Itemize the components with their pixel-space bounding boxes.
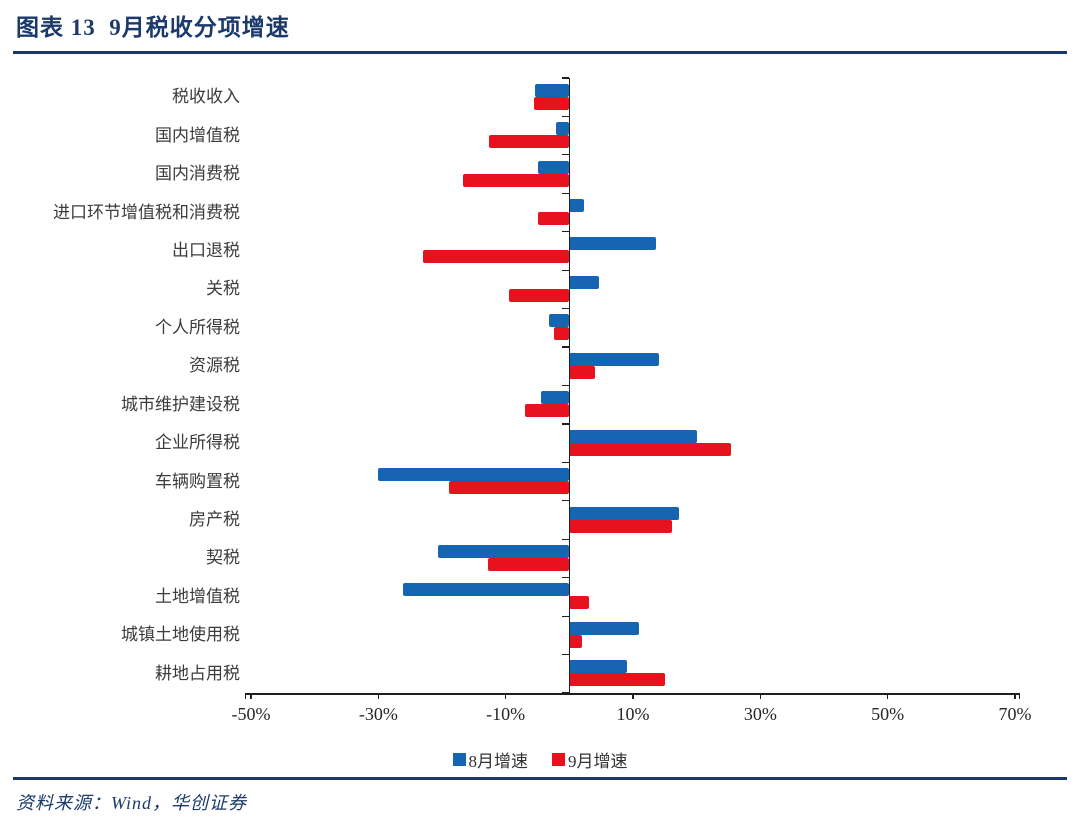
bar-september <box>449 481 570 495</box>
bar-august <box>569 199 584 213</box>
figure-title: 图表 13 9月税收分项增速 <box>16 15 290 40</box>
y-axis-tick <box>562 615 570 617</box>
footer-divider-line <box>13 777 1067 780</box>
bar-september <box>422 250 570 264</box>
bar-september <box>569 519 673 533</box>
bar-august <box>378 468 570 482</box>
bar-september <box>538 212 570 226</box>
y-axis-tick <box>562 423 570 425</box>
y-axis-tick <box>562 653 570 656</box>
x-axis-tick-label: -50% <box>231 704 271 724</box>
bar-august <box>569 352 660 366</box>
category-label: 国内消费税 <box>155 164 240 184</box>
category-label: 契税 <box>206 548 240 568</box>
category-label: 城市维护建设税 <box>121 394 240 414</box>
bar-august <box>569 621 639 635</box>
x-axis-tick <box>377 693 379 699</box>
x-axis-endcap <box>1018 693 1020 699</box>
august-series-swatch <box>452 753 466 766</box>
september-series-swatch <box>552 753 565 766</box>
y-axis-tick <box>562 577 570 579</box>
bar-september <box>524 404 570 418</box>
bar-september <box>489 135 570 149</box>
category-label: 车辆购置税 <box>155 471 240 491</box>
y-axis-tick <box>562 500 570 502</box>
category-label: 土地增值税 <box>155 586 240 606</box>
x-axis-tick <box>1014 693 1016 699</box>
category-label: 税收收入 <box>172 87 240 107</box>
tax-growth-bar-chart: 税收收入国内增值税国内消费税进口环节增值税和消费税出口退税关税个人所得税资源税城… <box>53 77 1032 724</box>
bar-august <box>438 544 570 558</box>
bar-september <box>488 557 570 571</box>
x-axis-endcap <box>245 693 247 699</box>
y-axis-tick <box>562 269 570 271</box>
bar-august <box>569 237 656 251</box>
category-label: 进口环节增值税和消费税 <box>53 202 240 222</box>
bar-august <box>569 429 698 443</box>
bar-september <box>569 634 583 648</box>
bar-september <box>508 288 570 302</box>
september-series-label: 9月增速 <box>568 752 628 771</box>
bar-august <box>569 660 627 674</box>
y-axis-tick <box>562 384 570 387</box>
y-axis-tick <box>562 461 570 463</box>
bar-august <box>402 583 570 597</box>
august-series-label: 8月增速 <box>468 752 529 771</box>
x-axis-tick-label: 70% <box>998 704 1032 724</box>
category-label: 关税 <box>206 279 240 299</box>
bar-august <box>537 160 570 174</box>
x-axis-tick-label: -30% <box>358 704 398 724</box>
y-axis-tick <box>562 77 570 79</box>
x-axis-tick-label: 30% <box>743 704 777 724</box>
x-axis-tick <box>505 693 507 699</box>
category-label: 房产税 <box>189 510 240 530</box>
y-axis-tick <box>562 192 570 194</box>
bar-september <box>569 596 590 610</box>
bar-september <box>534 96 570 110</box>
x-axis-tick <box>250 693 252 699</box>
x-axis-tick-label: 50% <box>871 704 905 724</box>
y-axis-tick <box>562 692 570 694</box>
bar-september <box>554 327 570 341</box>
y-axis-tick <box>562 538 570 540</box>
category-label: 国内增值税 <box>155 125 240 145</box>
x-axis-tick-label: -10% <box>486 704 526 724</box>
bar-august <box>548 314 570 328</box>
bar-september <box>569 365 595 379</box>
category-label: 城镇土地使用税 <box>121 625 240 645</box>
y-axis-tick <box>562 154 570 156</box>
legend-item-september: 9月增速 <box>552 747 628 772</box>
bar-august <box>569 275 600 289</box>
category-label: 企业所得税 <box>155 433 240 453</box>
y-axis-tick <box>562 115 570 118</box>
x-axis-tick <box>887 693 889 699</box>
x-axis-tick <box>632 693 634 699</box>
bar-august <box>540 391 570 405</box>
x-axis-tick-label: 10% <box>616 704 650 724</box>
y-axis-line <box>568 78 571 693</box>
bar-september <box>463 173 570 187</box>
category-label: 资源税 <box>189 356 240 376</box>
title-divider-line <box>13 51 1067 54</box>
bar-september <box>569 442 732 456</box>
category-label: 出口退税 <box>172 240 240 260</box>
category-label: 耕地占用税 <box>155 663 240 683</box>
legend-item-august: 8月增速 <box>452 747 529 772</box>
bar-september <box>569 673 666 687</box>
bar-august <box>569 506 679 520</box>
bar-august <box>555 122 570 136</box>
y-axis-tick <box>562 231 570 233</box>
chart-legend: 8月增速 9月增速 <box>0 747 1080 772</box>
y-axis-tick <box>562 346 570 348</box>
category-label: 个人所得税 <box>155 317 240 337</box>
y-axis-tick <box>562 308 570 310</box>
source-note: 资料来源：Wind，华创证券 <box>16 793 248 813</box>
bar-august <box>534 83 570 97</box>
x-axis-tick <box>759 693 761 699</box>
